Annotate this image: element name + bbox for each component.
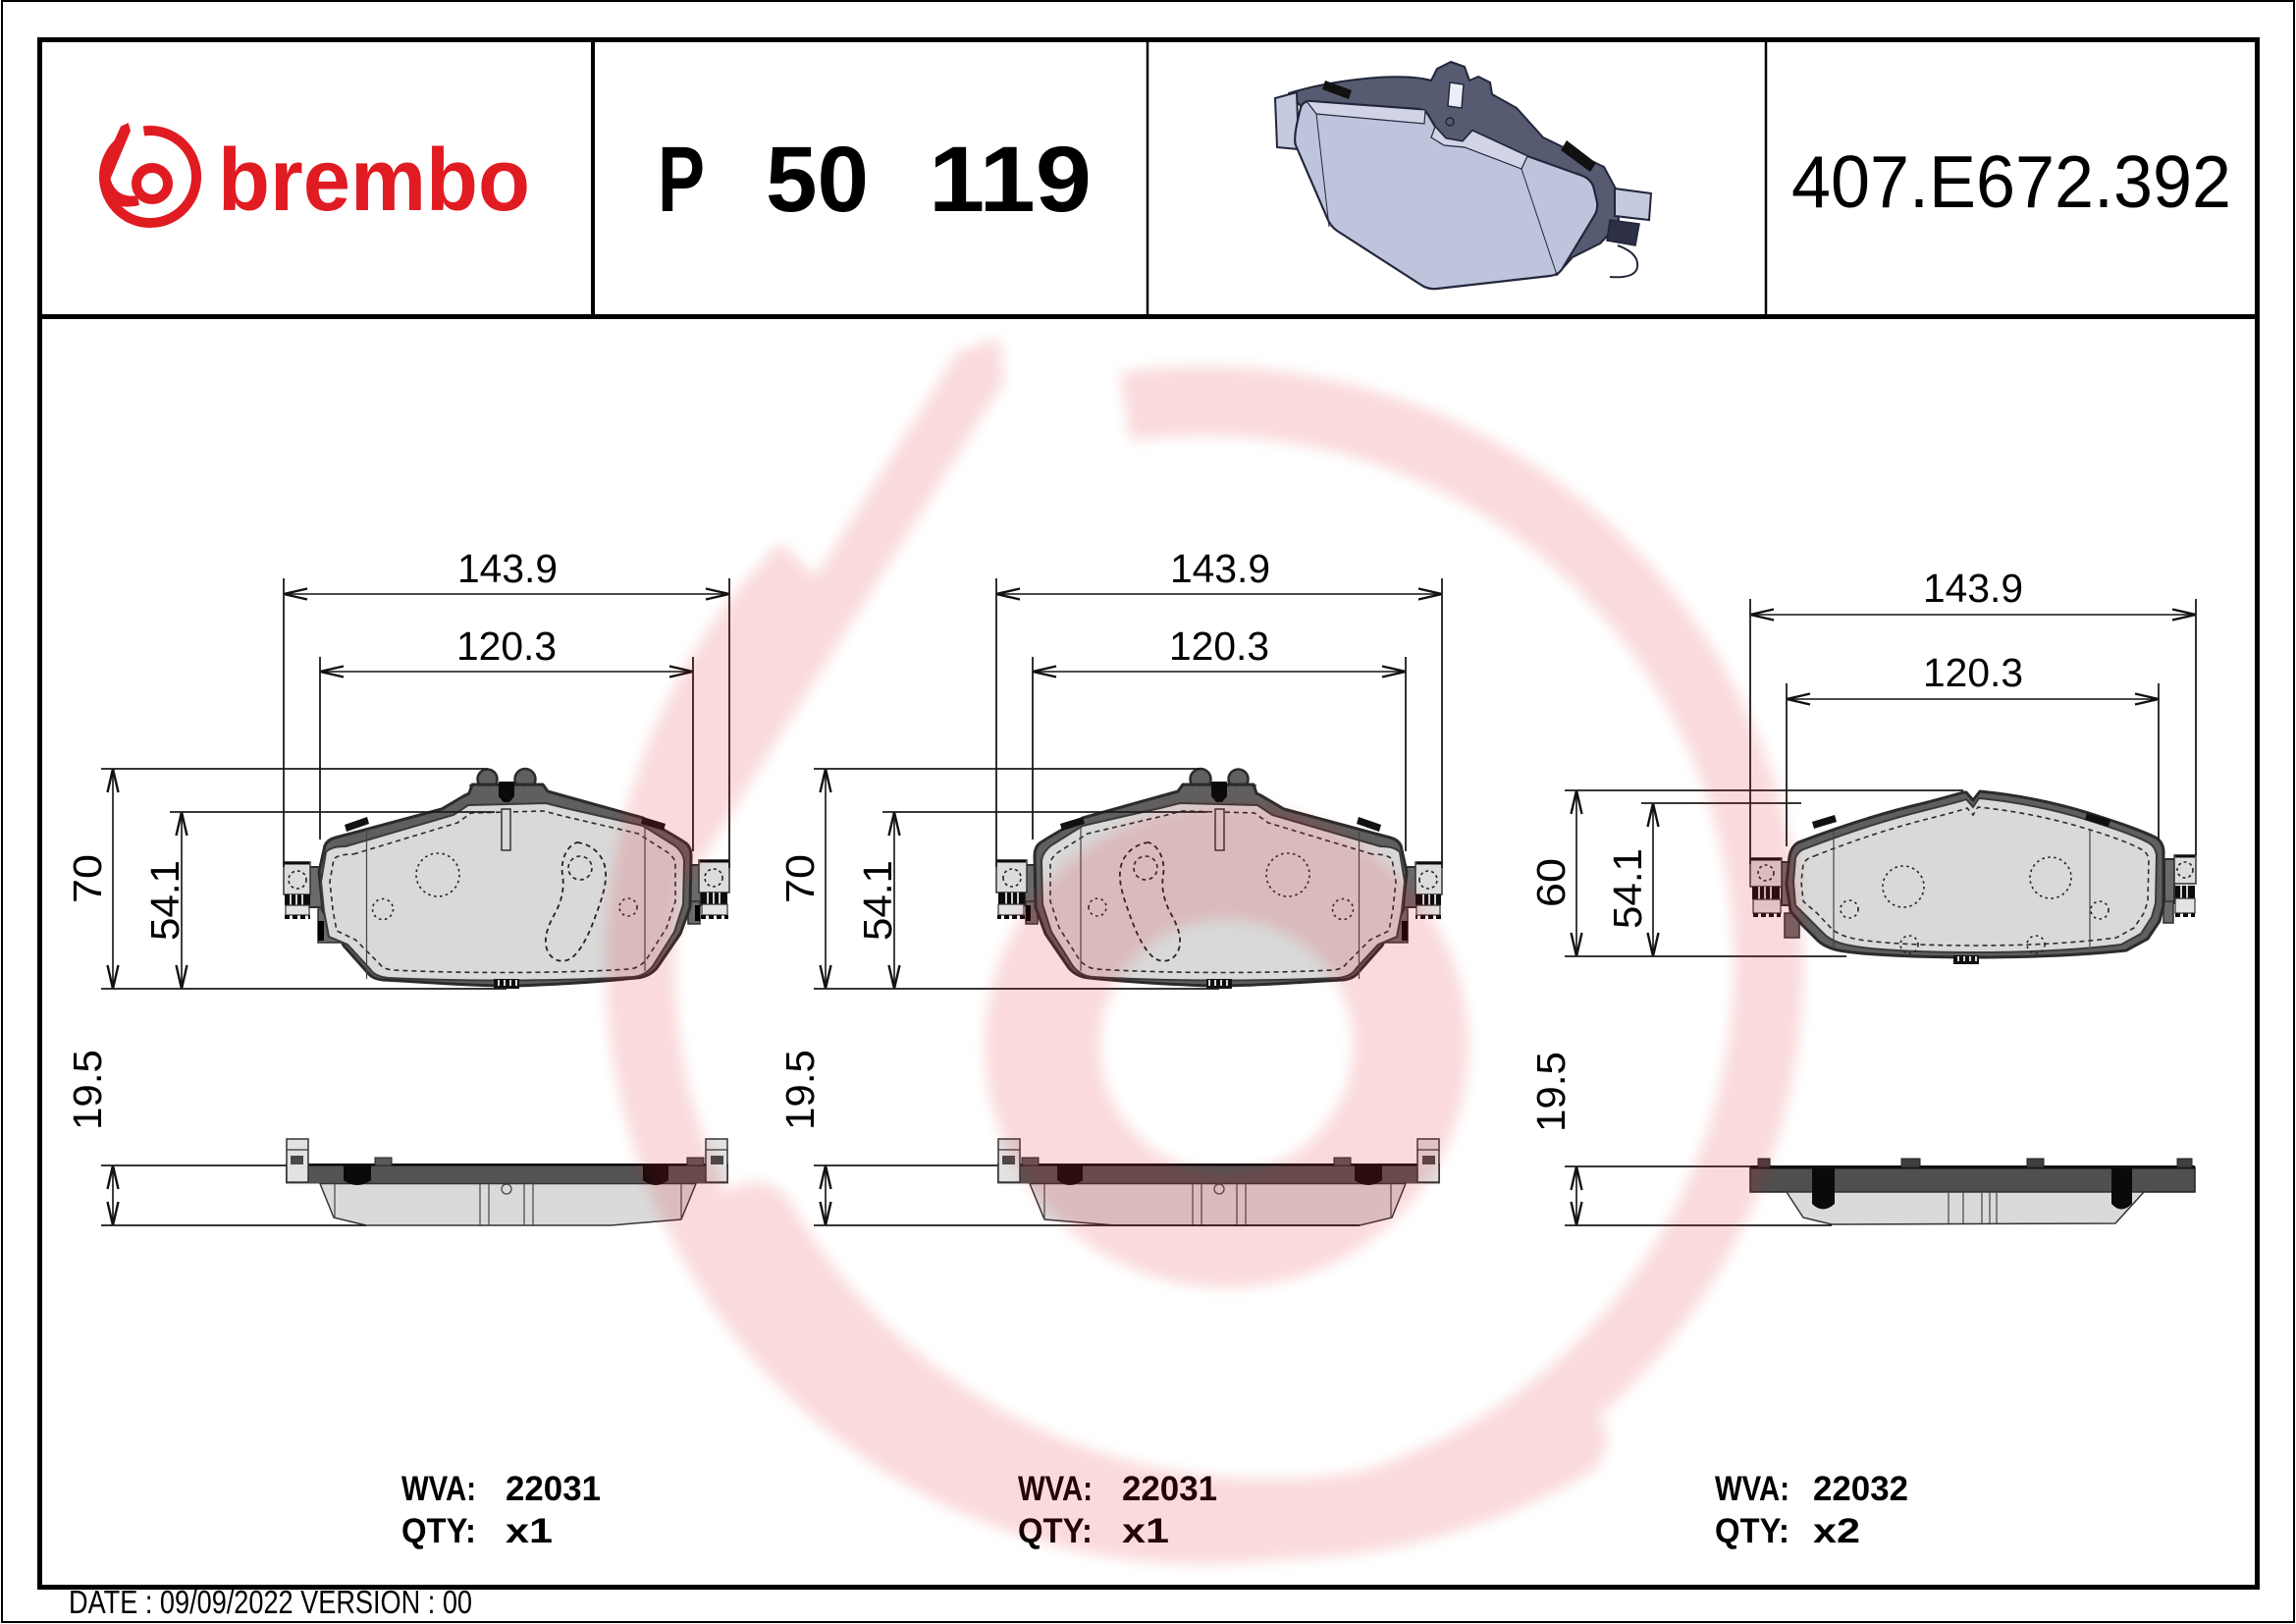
svg-text:54.1: 54.1 [142, 860, 187, 941]
svg-text:50: 50 [766, 128, 869, 232]
svg-text:143.9: 143.9 [1170, 546, 1270, 591]
svg-text:19.5: 19.5 [1528, 1052, 1574, 1132]
svg-text:19.5: 19.5 [777, 1050, 823, 1130]
svg-text:WVA:: WVA: [1715, 1470, 1789, 1508]
svg-text:60: 60 [1528, 858, 1574, 907]
svg-text:WVA:: WVA: [401, 1470, 476, 1508]
svg-text:54.1: 54.1 [1605, 848, 1650, 929]
svg-text:54.1: 54.1 [855, 860, 900, 941]
svg-text:70: 70 [65, 854, 110, 903]
svg-text:P: P [658, 128, 705, 232]
svg-text:19.5: 19.5 [65, 1050, 110, 1130]
svg-text:407.E672.392: 407.E672.392 [1791, 140, 2231, 223]
svg-text:22031: 22031 [506, 1470, 601, 1508]
svg-text:22032: 22032 [1813, 1470, 1908, 1508]
svg-text:120.3: 120.3 [1923, 650, 2023, 695]
svg-text:DATE : 09/09/2022 VERSION : 00: DATE : 09/09/2022 VERSION : 00 [69, 1584, 472, 1620]
svg-text:120.3: 120.3 [456, 623, 557, 669]
svg-text:70: 70 [777, 854, 823, 903]
svg-text:brembo: brembo [218, 132, 530, 230]
svg-text:x1: x1 [506, 1512, 553, 1550]
svg-text:120.3: 120.3 [1169, 623, 1269, 669]
svg-text:119: 119 [929, 128, 1092, 232]
svg-text:QTY:: QTY: [401, 1512, 476, 1550]
svg-text:x2: x2 [1813, 1512, 1860, 1550]
svg-text:QTY:: QTY: [1715, 1512, 1789, 1550]
svg-text:143.9: 143.9 [457, 546, 558, 591]
svg-text:143.9: 143.9 [1923, 566, 2023, 611]
